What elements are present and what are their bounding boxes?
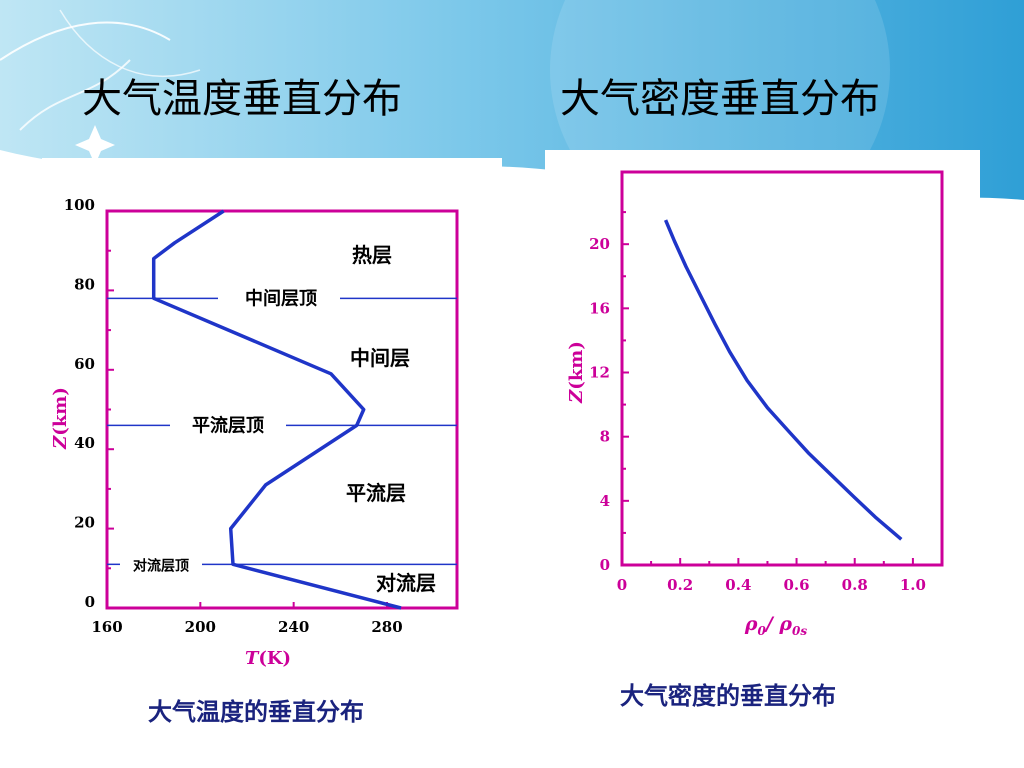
temperature-chart-panel (42, 158, 502, 678)
density-chart-panel (545, 150, 980, 650)
title-density: 大气密度垂直分布 (560, 76, 880, 122)
sparkle-icon (75, 125, 115, 165)
caption-temperature: 大气温度的垂直分布 (148, 698, 364, 726)
title-temperature: 大气温度垂直分布 (82, 76, 402, 122)
caption-density: 大气密度的垂直分布 (620, 682, 836, 710)
